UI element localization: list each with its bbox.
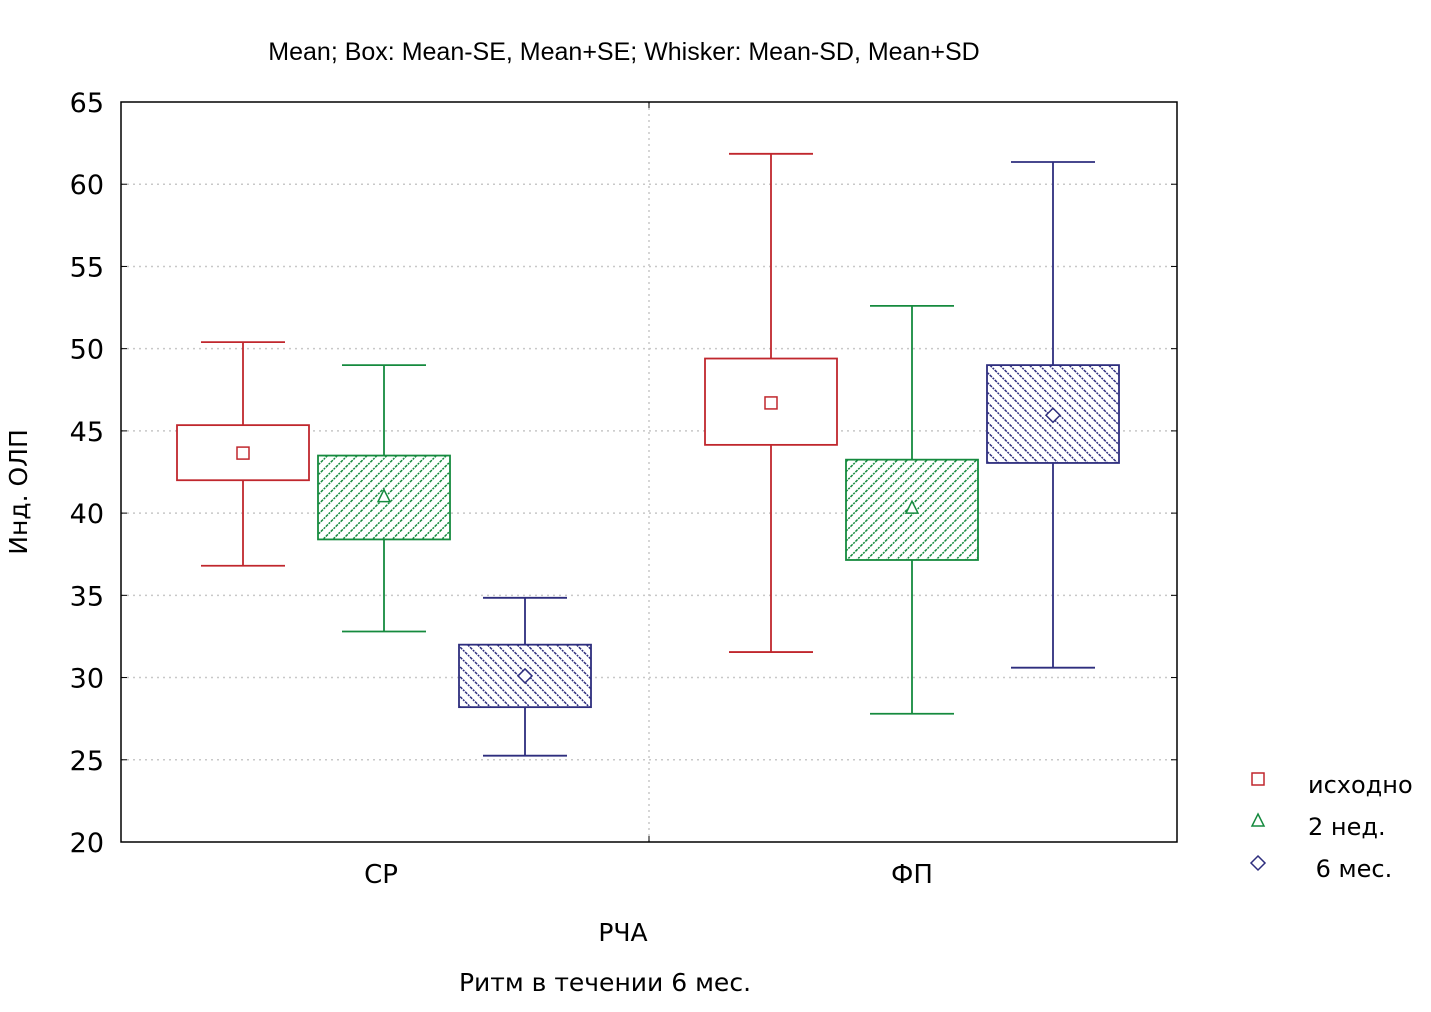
y-tick-label: 60 <box>70 170 104 201</box>
legend-marker <box>1249 854 1267 872</box>
y-tick-label: 30 <box>70 664 104 695</box>
legend-item-1: 2 нед. <box>1250 812 1386 841</box>
y-tick-label: 20 <box>70 828 104 859</box>
mean-marker <box>764 396 778 410</box>
legend-label: 6 мес. <box>1308 855 1392 883</box>
plot-frame <box>120 101 1178 843</box>
x-axis-title: РЧА <box>598 918 647 947</box>
legend-item-0: исходно <box>1251 771 1413 799</box>
boxes <box>176 152 1120 757</box>
mean-marker <box>904 499 920 514</box>
x-axis-subtitle: Ритм в течении 6 мес. <box>459 968 751 997</box>
legend: исходно 2 нед. 6 мес. <box>1249 771 1413 883</box>
y-tick-label: 35 <box>70 581 104 612</box>
x-category-label-fp: ФП <box>891 860 933 890</box>
box-group-1-1 <box>845 305 979 715</box>
y-tick-label: 55 <box>70 252 104 283</box>
mean-marker <box>1044 407 1062 424</box>
y-tick-label: 40 <box>70 499 104 530</box>
legend-marker <box>1251 772 1265 786</box>
legend-item-2: 6 мес. <box>1249 854 1392 883</box>
y-tick-label: 65 <box>70 88 104 119</box>
mean-marker <box>236 446 250 460</box>
gridlines <box>121 102 1177 842</box>
y-tick-label: 45 <box>70 417 104 448</box>
box-group-0-0 <box>176 341 310 567</box>
legend-label: исходно <box>1308 771 1413 799</box>
y-tick-label: 25 <box>70 746 104 777</box>
x-category-label-cp: CP <box>364 860 398 890</box>
chart-title: Mean; Box: Mean-SE, Mean+SE; Whisker: Me… <box>268 38 979 66</box>
box-group-2-0 <box>458 596 592 757</box>
box-group-1-0 <box>317 364 451 633</box>
mean-marker <box>376 487 392 503</box>
mean-marker <box>516 667 534 684</box>
legend-label: 2 нед. <box>1308 813 1386 841</box>
y-axis-ticks: 20 25 30 35 40 45 50 55 60 65 <box>70 88 1177 859</box>
box-group-2-1 <box>986 161 1120 669</box>
box-group-0-1 <box>704 152 838 653</box>
legend-marker <box>1250 812 1266 827</box>
y-axis-title: Инд. ОЛП <box>4 429 33 555</box>
y-tick-label: 50 <box>70 335 104 366</box>
